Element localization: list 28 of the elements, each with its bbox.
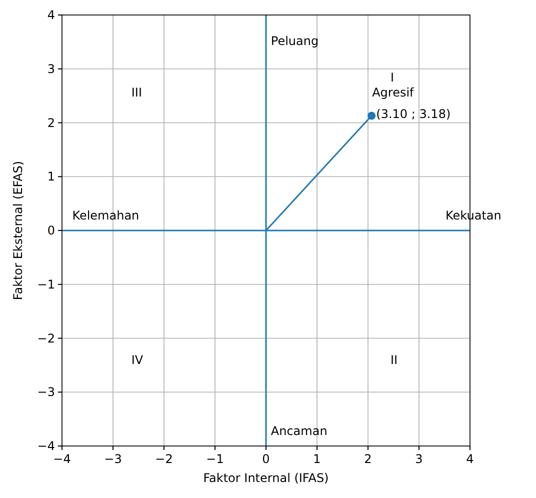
y-tick-label: 0 [47,224,55,238]
x-tick-label: −2 [155,452,173,466]
annotation: Agresif [372,86,415,100]
y-tick-label: −1 [37,277,55,292]
x-axis-title: Faktor Internal (IFAS) [203,471,329,485]
y-tick-label: 1 [47,170,55,184]
x-tick-label: 2 [364,452,372,466]
annotation: I [390,70,394,84]
x-tick-label: 1 [313,452,321,466]
y-tick-label: −2 [37,331,55,346]
annotation: Peluang [270,34,319,48]
x-tick-label: −1 [206,452,224,466]
y-tick-label: 2 [47,116,55,130]
annotation: II [390,352,398,367]
y-tick-label: 3 [47,62,55,76]
annotation: Kelemahan [72,208,140,222]
x-tick-label: −3 [104,452,122,466]
y-tick-label: −3 [37,385,55,400]
x-tick-label: 3 [415,452,423,466]
annotation: Ancaman [270,424,328,438]
x-tick-label: 0 [262,452,270,466]
annotation: III [131,86,142,100]
y-axis-title: Faktor Eksternal (EFAS) [11,160,25,300]
annotation: (3.10 ; 3.18) [376,107,451,122]
annotation: IV [131,352,144,367]
y-tick-label: 4 [47,8,55,22]
x-tick-label: 4 [466,452,474,466]
y-tick-label: −4 [37,439,55,453]
